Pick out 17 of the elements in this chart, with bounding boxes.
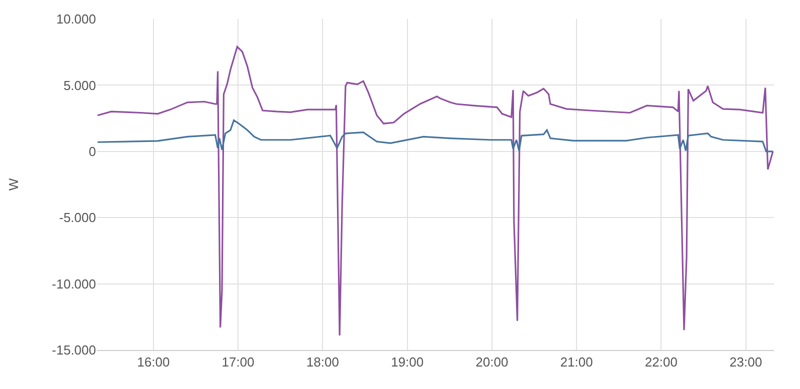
y-tick-label: 10.000 (56, 12, 96, 27)
x-tick-label: 19:00 (391, 354, 424, 370)
x-tick-label: 23:00 (730, 354, 762, 370)
y-tick-label: 5.000 (63, 78, 96, 93)
x-tick-label: 22:00 (644, 354, 678, 370)
x-tick-label: 20:00 (476, 354, 508, 370)
x-tick-label: 21:00 (560, 354, 593, 370)
x-tick-label: 17:00 (222, 354, 254, 370)
line-series (97, 119, 774, 152)
line-series (97, 46, 774, 336)
y-tick-label: -5.000 (59, 210, 96, 226)
y-tick-label: -15.000 (52, 342, 96, 358)
y-tick-label: 0 (88, 144, 96, 159)
x-tick-label: 18:00 (306, 354, 339, 370)
y-axis-title: W (6, 178, 21, 191)
y-tick-label: -10.000 (52, 276, 96, 292)
x-tick-label: 16:00 (137, 354, 170, 370)
